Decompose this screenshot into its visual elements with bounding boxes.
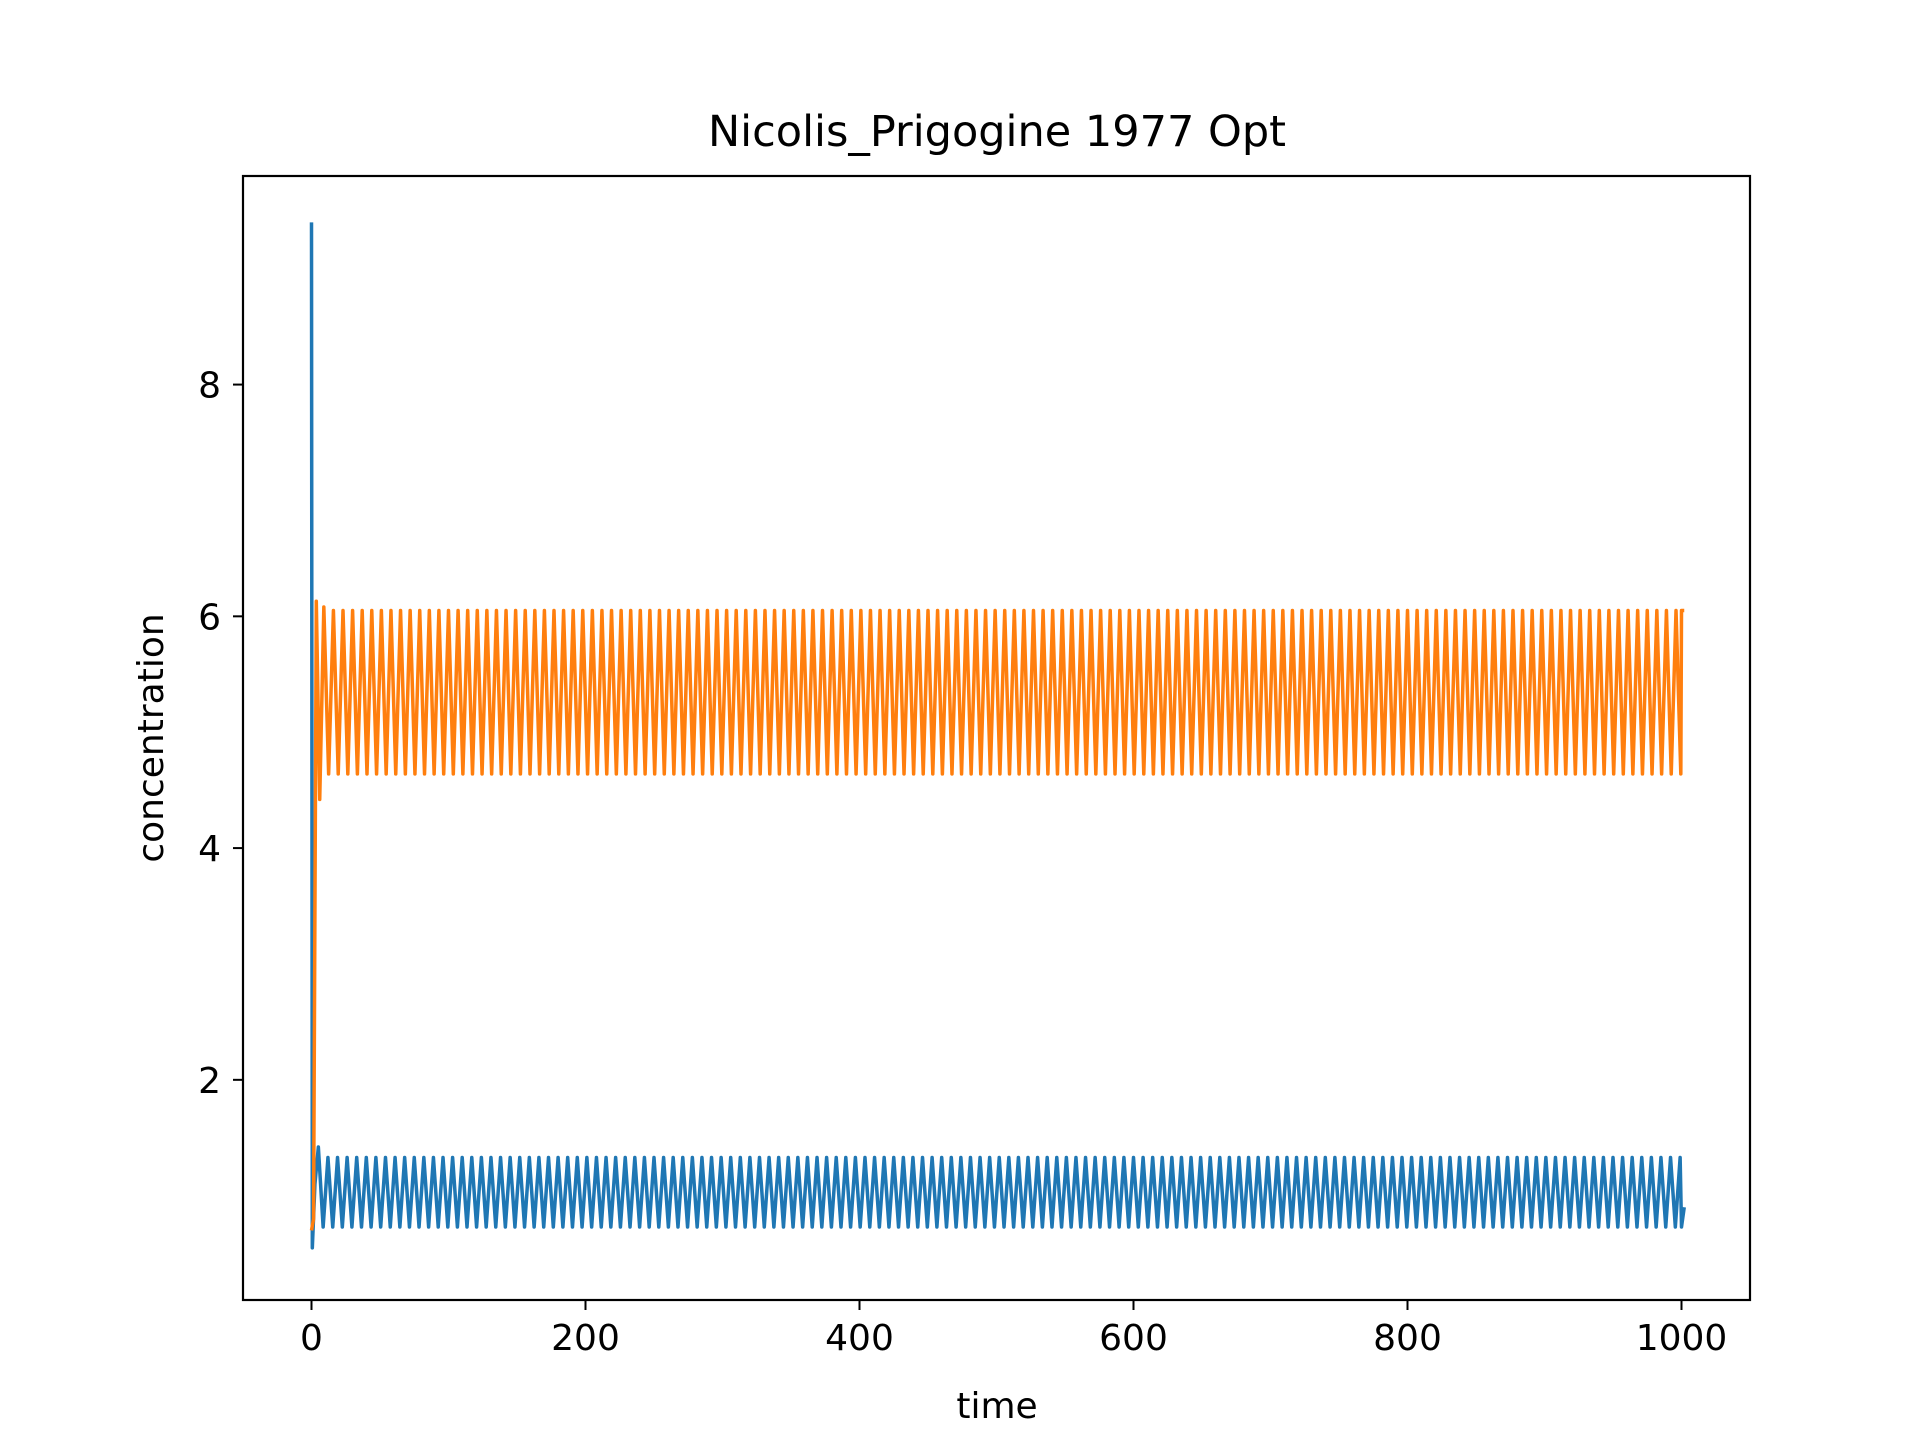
plot-area	[241, 174, 1752, 1302]
y-axis-label: concentration	[131, 613, 172, 862]
x-tick-label: 200	[551, 1318, 620, 1359]
axes-frame	[241, 174, 1752, 1302]
x-axis-ticks: 0 200 400 600 800 1000	[300, 1300, 1727, 1359]
x-tick-label: 0	[300, 1318, 323, 1359]
series-line-2	[309, 599, 1685, 1231]
y-tick-label: 2	[198, 1061, 221, 1102]
y-tick-label: 8	[198, 366, 221, 407]
x-tick-label: 600	[1099, 1318, 1168, 1359]
y-tick-label: 4	[198, 829, 221, 870]
x-axis-label: time	[956, 1386, 1037, 1427]
chart-title: Nicolis_Prigogine 1977 Opt	[708, 107, 1286, 157]
y-tick-label: 6	[198, 597, 221, 638]
series-layer	[309, 222, 1686, 1250]
x-tick-label: 400	[825, 1318, 894, 1359]
series-line-1	[309, 222, 1686, 1250]
x-tick-label: 800	[1373, 1318, 1442, 1359]
y-axis-ticks: 2 4 6 8	[198, 366, 243, 1102]
x-tick-label: 1000	[1636, 1318, 1728, 1359]
